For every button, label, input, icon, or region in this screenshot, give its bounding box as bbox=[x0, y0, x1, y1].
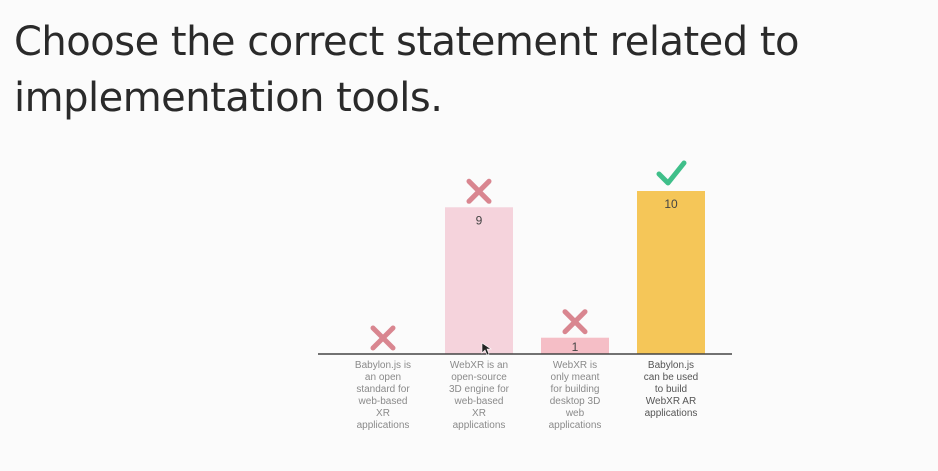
category-label-3: WebXR is only meant for building desktop 3D… bbox=[549, 360, 602, 431]
question-text: Choose the correct statement related to … bbox=[14, 19, 800, 121]
check-icon bbox=[656, 160, 687, 186]
value-label-2: 9 bbox=[476, 213, 483, 227]
cross-icon bbox=[370, 325, 396, 351]
category-label-1: Babylon.js is an open standard for web-base… bbox=[355, 360, 411, 431]
bar-4 bbox=[637, 191, 705, 354]
category-label-2: WebXR is an open-source 3D engine for web-b… bbox=[449, 360, 510, 431]
bar-3 bbox=[541, 337, 609, 354]
cross-icon bbox=[562, 309, 588, 335]
value-label-3: 1 bbox=[572, 340, 579, 354]
bar-2 bbox=[445, 207, 513, 354]
value-label-4: 10 bbox=[664, 197, 678, 211]
cross-icon bbox=[466, 178, 492, 204]
category-label-4: Babylon.js can be used to build WebXR AR app… bbox=[644, 360, 699, 419]
mouse-cursor-icon bbox=[481, 342, 492, 356]
